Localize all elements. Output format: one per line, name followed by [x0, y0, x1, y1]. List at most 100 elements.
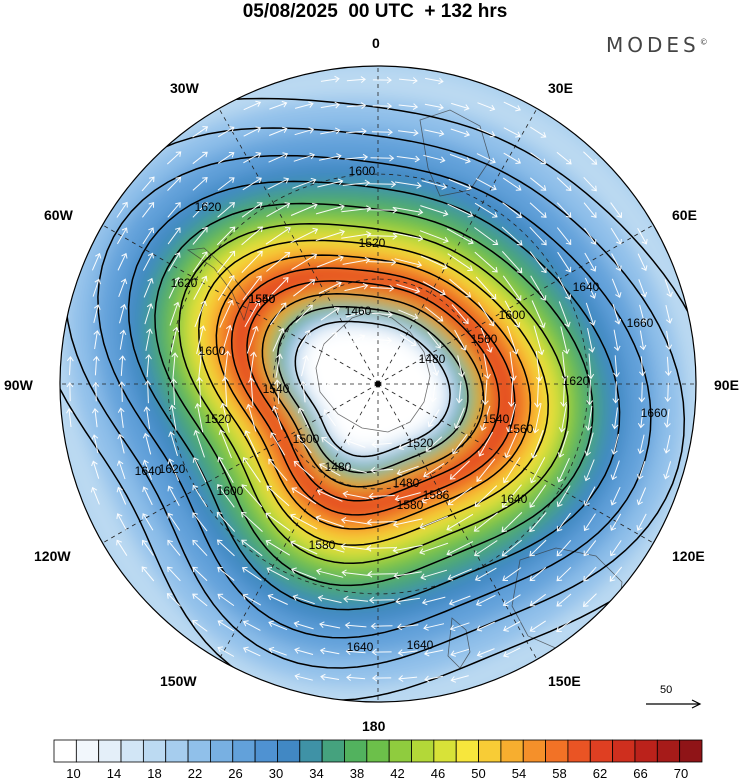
wind-arrow-9	[346, 104, 366, 108]
wind-arrow-390	[167, 593, 181, 607]
wind-arrowhead-416	[423, 624, 429, 631]
wind-arrow-299	[450, 460, 470, 480]
colorbar-tick-22: 22	[187, 766, 203, 781]
wind-arrow-388	[583, 566, 597, 582]
wind-arrowhead-350	[636, 525, 643, 531]
wind-arrowhead-379	[341, 569, 347, 577]
wind-arrowhead-23	[387, 128, 393, 136]
wind-arrow-378	[316, 570, 344, 578]
wind-arrowhead-47	[148, 176, 155, 183]
new-zealand-coastline	[447, 617, 471, 669]
wind-arrowhead-396	[317, 594, 324, 602]
wind-arrow-196	[666, 330, 670, 350]
wind-arrow-375	[242, 567, 262, 581]
wind-arrowhead-146	[565, 294, 572, 300]
wind-arrow-409	[243, 621, 261, 631]
wind-arrowhead-57	[416, 182, 422, 189]
wind-arrowhead-125	[590, 265, 597, 272]
wind-arrowhead-420	[529, 626, 536, 632]
wind-arrowhead-357	[265, 539, 272, 546]
wind-arrowhead-156	[227, 299, 234, 306]
wind-arrow-39	[396, 156, 420, 160]
wind-arrowhead-431	[450, 650, 456, 657]
wind-arrowhead-408	[217, 620, 224, 626]
wind-arrow-433	[503, 647, 521, 657]
wind-arrowhead-225	[247, 377, 255, 383]
wind-arrow-291	[243, 457, 261, 483]
wind-arrow-327	[584, 486, 596, 506]
wind-arrowhead-249	[323, 409, 330, 416]
wind-arrow-341	[393, 518, 423, 526]
wind-arrow-276	[452, 434, 468, 454]
wind-arrowhead-141	[439, 289, 446, 296]
wind-arrowhead-2	[386, 76, 392, 84]
wind-arrowhead-341	[392, 520, 399, 528]
wind-arrowhead-10	[386, 102, 393, 110]
wind-arrow-424	[269, 648, 287, 656]
wind-arrow-340	[367, 521, 397, 523]
wind-arrow-182	[297, 330, 311, 350]
wind-arrow-239	[68, 408, 72, 428]
wind-arrowhead-440	[450, 676, 457, 683]
wind-arrowhead-153	[146, 303, 154, 309]
wind-arrow-421	[556, 620, 572, 632]
wind-arrow-366	[501, 539, 523, 557]
wind-arrowhead-220	[118, 381, 126, 387]
wind-arrow-131	[168, 277, 180, 299]
colorbar-tick-50: 50	[471, 766, 486, 781]
wind-arrowhead-386	[529, 575, 536, 582]
wind-arrowhead-277	[478, 450, 485, 457]
wind-arrowhead-342	[419, 523, 426, 530]
wind-arrow-46	[583, 151, 597, 165]
height-contour-10	[97, 154, 652, 639]
wind-arrow-246	[247, 404, 257, 432]
brand-logo: MODES©	[606, 33, 708, 57]
wind-arrow-394	[268, 595, 288, 605]
wind-arrow-205	[275, 354, 281, 378]
wind-arrowhead-353	[167, 539, 173, 546]
wind-arrowhead-172	[640, 318, 647, 324]
wind-arrowhead-389	[609, 576, 616, 582]
wind-arrow-277	[478, 431, 494, 457]
wind-arrowhead-193	[588, 347, 596, 353]
wind-arrowhead-86	[148, 227, 154, 234]
wind-arrowhead-272	[345, 438, 352, 446]
wind-arrow-59	[448, 178, 472, 190]
wind-arrowhead-70	[256, 202, 263, 208]
wind-arrow-306	[638, 460, 646, 480]
wind-arrow-369	[583, 540, 597, 556]
wind-arrow-336	[265, 512, 291, 532]
wind-arrowhead-327	[583, 500, 590, 507]
wind-speed-shading	[60, 66, 696, 702]
wind-arrow-17	[217, 126, 235, 138]
height-contour-7	[178, 223, 570, 565]
wind-arrow-219	[95, 382, 97, 402]
wind-arrowhead-26	[464, 130, 470, 138]
wind-arrowhead-20	[308, 127, 315, 134]
contour-label-18: 1600	[199, 344, 226, 358]
wind-arrow-189	[480, 327, 492, 353]
wind-arrowhead-231	[481, 399, 489, 406]
wind-arrow-318	[343, 493, 369, 499]
wind-arrowhead-135	[283, 276, 289, 283]
contour-label-17: 1600	[349, 164, 376, 178]
wind-arrow-275	[425, 436, 443, 452]
wind-arrowhead-19	[281, 126, 288, 134]
wind-arrowhead-338	[315, 515, 321, 522]
wind-arrowhead-136	[309, 279, 316, 285]
wind-arrow-178	[196, 325, 204, 355]
wind-arrowhead-99	[492, 239, 499, 245]
contour-label-2: 1480	[325, 460, 352, 474]
wind-arrowhead-377	[291, 567, 297, 574]
wind-arrow-55	[342, 182, 370, 186]
wind-arrowhead-300	[476, 476, 482, 482]
wind-arrowhead-262	[91, 434, 99, 440]
wind-arrowhead-382	[420, 573, 426, 581]
wind-arrow-142	[449, 278, 471, 298]
wind-arrow-227	[302, 381, 306, 403]
wind-arrowhead-11	[412, 103, 419, 111]
wind-arrowhead-106	[95, 252, 102, 259]
wind-arrow-265	[170, 431, 178, 457]
wind-arrowhead-331	[142, 513, 148, 519]
wind-arrowhead-132	[201, 275, 208, 282]
